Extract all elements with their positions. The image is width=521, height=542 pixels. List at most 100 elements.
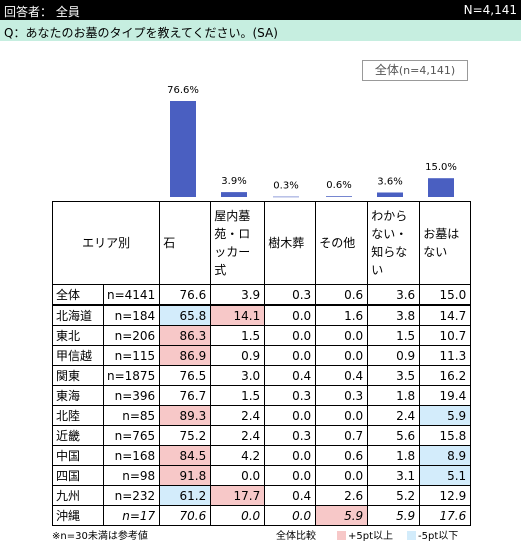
row-value: 0.0 (264, 505, 317, 526)
row-value: 0.0 (315, 325, 369, 346)
area-table: エリア別 石 屋内墓苑・ロッカー式 樹木葬 その他 わからない・知らない お墓は… (51, 201, 472, 526)
row-value: 0.9 (367, 345, 421, 366)
bar (428, 178, 454, 197)
row-area: 近畿 (52, 425, 104, 446)
row-n: n=168 (102, 445, 161, 466)
row-n: n=4141 (102, 284, 161, 306)
total-legend: 全体(n=4,141) (362, 60, 468, 81)
header-bar: 回答者： 全員 N=4,141 (0, 0, 521, 20)
row-value: 70.6 (159, 505, 212, 526)
bar (326, 196, 352, 197)
legend-below: -5pt以下 (407, 527, 458, 542)
bar (377, 192, 403, 197)
row-value: 86.3 (159, 325, 212, 346)
row-value: 0.0 (315, 405, 369, 426)
row-value: 76.7 (159, 385, 212, 406)
total-legend-label: 全体 (374, 63, 399, 77)
table-row: 北陸 n=85 89.3 2.4 0.0 0.0 2.4 5.9 (52, 405, 472, 426)
row-value: 1.5 (210, 325, 266, 346)
row-value: 84.5 (159, 445, 212, 466)
row-n: n=184 (102, 304, 161, 326)
row-value: 17.7 (210, 485, 266, 506)
bar-value-label: 3.9% (221, 176, 246, 187)
table-row: 甲信越 n=115 86.9 0.9 0.0 0.0 0.9 11.3 (52, 345, 472, 366)
row-value: 1.5 (367, 325, 421, 346)
row-value: 0.3 (315, 385, 369, 406)
row-value: 0.0 (264, 325, 317, 346)
table-row: 関東 n=1875 76.5 3.0 0.4 0.4 3.5 16.2 (52, 365, 472, 386)
row-value: 3.0 (210, 365, 266, 386)
row-value: 0.4 (264, 485, 317, 506)
row-n: n=765 (102, 425, 161, 446)
row-area: 北海道 (52, 304, 104, 326)
row-area: 九州 (52, 485, 104, 506)
col-header-tree: 樹木葬 (264, 201, 317, 285)
row-value: 0.0 (264, 304, 317, 326)
row-value: 1.5 (210, 385, 266, 406)
row-value: 15.0 (419, 284, 472, 306)
row-value: 14.1 (210, 304, 266, 326)
row-value: 2.4 (367, 405, 421, 426)
row-area: 甲信越 (52, 345, 104, 366)
row-value: 8.9 (419, 445, 472, 466)
row-n: n=206 (102, 325, 161, 346)
bar (273, 196, 299, 198)
row-value: 61.2 (159, 485, 212, 506)
sample-size: N=4,141 (463, 3, 517, 17)
row-value: 12.9 (419, 485, 472, 506)
table-row: 四国 n=98 91.8 0.0 0.0 0.0 3.1 5.1 (52, 465, 472, 486)
respondent-label: 回答者： 全員 (4, 5, 80, 19)
row-n: n=17 (102, 505, 161, 526)
row-value: 17.6 (419, 505, 472, 526)
table-row: 全体 n=4141 76.6 3.9 0.3 0.6 3.6 15.0 (52, 284, 472, 306)
table-row: 東海 n=396 76.7 1.5 0.3 0.3 1.8 19.4 (52, 385, 472, 406)
bar-value-label: 0.6% (326, 180, 351, 191)
row-value: 0.0 (210, 505, 266, 526)
row-n: n=115 (102, 345, 161, 366)
row-value: 89.3 (159, 405, 212, 426)
bar-value-label: 15.0% (425, 162, 457, 173)
row-value: 3.5 (367, 365, 421, 386)
row-value: 0.0 (264, 405, 317, 426)
row-n: n=85 (102, 405, 161, 426)
row-value: 0.9 (210, 345, 266, 366)
col-header-none: お墓はない (419, 201, 472, 285)
bar (170, 101, 196, 197)
row-value: 0.3 (264, 425, 317, 446)
row-value: 19.4 (419, 385, 472, 406)
row-value: 0.0 (315, 465, 369, 486)
row-area: 沖縄 (52, 505, 104, 526)
row-area: 全体 (52, 284, 104, 306)
row-value: 5.6 (367, 425, 421, 446)
row-value: 65.8 (159, 304, 212, 326)
bar (221, 192, 247, 197)
row-n: n=232 (102, 485, 161, 506)
row-value: 0.3 (264, 385, 317, 406)
bar-value-label: 0.3% (273, 181, 298, 192)
row-value: 0.6 (315, 445, 369, 466)
legend-above: +5pt以上 (337, 527, 393, 542)
row-value: 0.7 (315, 425, 369, 446)
bar-value-label: 3.6% (377, 176, 402, 187)
row-value: 10.7 (419, 325, 472, 346)
total-legend-n: (n=4,141) (398, 64, 456, 77)
row-value: 75.2 (159, 425, 212, 446)
row-value: 3.8 (367, 304, 421, 326)
row-n: n=396 (102, 385, 161, 406)
row-value: 16.2 (419, 365, 472, 386)
row-value: 0.4 (264, 365, 317, 386)
row-value: 3.6 (367, 284, 421, 306)
question-bar: Q：あなたのお墓のタイプを教えてください。(SA) (0, 20, 521, 41)
row-value: 0.0 (210, 465, 266, 486)
row-value: 11.3 (419, 345, 472, 366)
row-value: 3.1 (367, 465, 421, 486)
row-value: 5.2 (367, 485, 421, 506)
row-value: 76.5 (159, 365, 212, 386)
row-value: 2.6 (315, 485, 369, 506)
bar-chart: 76.6% 3.9% 0.3% 0.6% 3.6% 15.0% (167, 85, 457, 198)
row-value: 3.9 (210, 284, 266, 306)
row-value: 0.0 (264, 445, 317, 466)
question-text: Q：あなたのお墓のタイプを教えてください。(SA) (4, 26, 278, 40)
row-value: 76.6 (159, 284, 212, 306)
below-label: -5pt以下 (418, 531, 459, 542)
